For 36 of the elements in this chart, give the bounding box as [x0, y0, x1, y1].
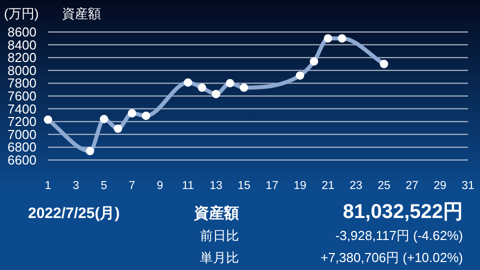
- y-tick-label: 7400: [8, 101, 36, 116]
- y-tick-label: 8400: [8, 37, 36, 52]
- y-tick-label: 7000: [8, 126, 36, 142]
- x-tick-label: 9: [156, 180, 164, 192]
- x-tick-label: 13: [210, 180, 222, 192]
- y-tick-label: 6600: [8, 152, 36, 168]
- x-tick-label: 15: [238, 180, 250, 192]
- x-tick-label: 11: [182, 180, 194, 192]
- y-tick-label: 6800: [8, 140, 36, 155]
- x-tick-label: 19: [294, 180, 306, 192]
- text: 資産額: [193, 204, 239, 222]
- x-tick-label: 1: [44, 180, 52, 192]
- text: 単月比: [200, 250, 239, 265]
- chart-title: 資産額: [62, 6, 101, 21]
- x-tick-label: 7: [128, 180, 136, 192]
- x-tick-label: 29: [434, 180, 446, 192]
- x-tick-label: 27: [406, 180, 418, 192]
- y-tick-label: 8200: [8, 50, 36, 66]
- text: 前日比: [200, 228, 239, 243]
- text: -3,928,117円 (-4.62%): [335, 228, 463, 243]
- y-axis-title: (万円): [4, 6, 39, 21]
- x-tick-label: 5: [100, 180, 108, 192]
- x-tick-label: 21: [322, 180, 334, 192]
- text: 81,032,522円: [342, 201, 463, 223]
- text: 2022/7/25(月): [28, 205, 120, 222]
- y-tick-label: 7200: [8, 114, 36, 130]
- y-tick-label: 7800: [8, 76, 36, 91]
- x-tick-label: 17: [266, 180, 278, 192]
- y-tick-label: 8000: [8, 62, 36, 78]
- y-tick-label: 8600: [8, 24, 36, 40]
- text: +7,380,706円 (+10.02%): [320, 250, 463, 265]
- x-tick-label: 25: [378, 180, 390, 192]
- x-tick-label: 3: [72, 180, 80, 192]
- y-tick-label: 7600: [8, 88, 36, 104]
- x-tick-label: 31: [462, 180, 474, 192]
- x-tick-label: 23: [350, 180, 362, 192]
